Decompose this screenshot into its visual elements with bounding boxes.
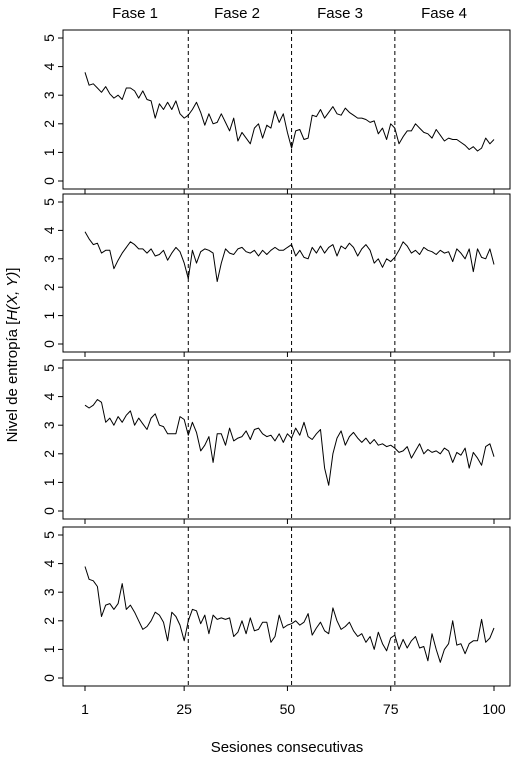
entropy-series-line-2 [84,231,495,282]
y-tick-label: 5 [41,34,57,42]
x-tick-label: 75 [383,701,399,717]
y-axis-title: Nivel de entropía [H(X, Y)] [4,268,21,443]
x-tick-label: 25 [176,701,192,717]
y-tick-label: 0 [41,674,57,682]
panels: 0 1 2 3 4 5 0 1 2 3 4 5 0 1 2 3 4 5 0 1 2 3 4 5 [41,29,511,691]
y-tick-label: 4 [41,559,57,567]
phase-labels: Fase 1 Fase 2 Fase 3 Fase 4 [112,5,467,22]
y-tick-label: 5 [41,531,57,539]
y-tick-label: 4 [41,392,57,400]
x-tick-label: 100 [482,701,506,717]
y-tick-label: 1 [41,645,57,653]
y-tick-label: 0 [41,177,57,185]
y-tick-label: 4 [41,62,57,70]
panel-2: 0 1 2 3 4 5 [41,193,511,357]
x-axis: 1 25 50 75 100 [81,701,506,717]
y-axis-title-suffix: ] [4,268,21,272]
panel-frame [62,29,511,190]
phase-label-4: Fase 4 [421,5,467,22]
y-tick-label: 3 [41,91,57,99]
y-tick-label: 2 [41,120,57,128]
y-tick-label: 1 [41,478,57,486]
phase-label-1: Fase 1 [112,5,158,22]
panel-3: 0 1 2 3 4 5 [41,359,511,524]
entropy-series-line-4 [84,566,495,663]
phase-label-3: Fase 3 [317,5,363,22]
panel-frame [62,193,511,353]
entropy-series-line-1 [84,72,495,152]
panel-frame [62,359,511,520]
y-tick-label: 1 [41,148,57,156]
y-tick-label: 2 [41,283,57,291]
y-tick-label: 0 [41,507,57,515]
panel-1: 0 1 2 3 4 5 [41,29,511,194]
y-tick-label: 3 [41,588,57,596]
y-tick-label: 2 [41,450,57,458]
x-axis-title: Sesiones consecutivas [211,739,364,756]
entropy-series-line-3 [84,399,495,486]
y-tick-label: 4 [41,226,57,234]
y-tick-label: 5 [41,364,57,372]
phase-label-2: Fase 2 [214,5,260,22]
y-axis-title-prefix: Nivel de entropía [ [4,320,21,443]
y-tick-label: 5 [41,198,57,206]
y-tick-label: 0 [41,340,57,348]
y-axis-title-variable: H(X, Y) [4,272,21,321]
y-tick-label: 1 [41,311,57,319]
panel-4: 0 1 2 3 4 5 [41,526,511,691]
y-tick-label: 3 [41,421,57,429]
panel-frame [62,526,511,687]
y-tick-label: 3 [41,255,57,263]
x-tick-label: 1 [81,701,89,717]
y-tick-label: 2 [41,617,57,625]
x-tick-label: 50 [280,701,296,717]
